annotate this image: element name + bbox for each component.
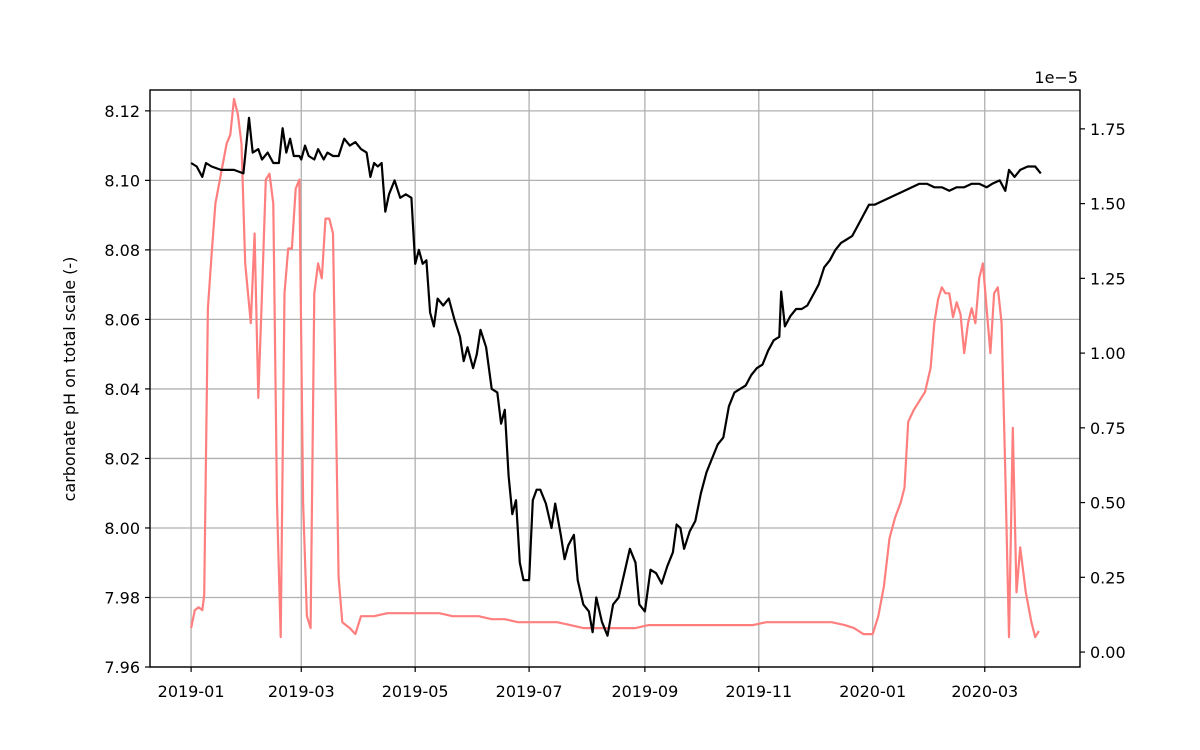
plot-frame	[149, 89, 1081, 668]
x-tick-label: 2020-01	[839, 682, 906, 701]
y-tick-label: 8.12	[104, 102, 140, 121]
x-tick-label: 2019-09	[611, 682, 678, 701]
y-tick-label: 8.00	[104, 519, 140, 538]
y-tick-label: 8.08	[104, 241, 140, 260]
y-tick-label: 7.98	[104, 588, 140, 607]
x-tick-label: 2019-07	[496, 682, 563, 701]
y2-tick-label: 0.50	[1090, 494, 1126, 513]
y2-tick-label: 1.50	[1090, 195, 1126, 214]
y2-offset-label: 1e−5	[1034, 68, 1078, 87]
y-axis-left: 7.96 7.98 8.00 8.02 8.04 8.06 8.08 8.10 8.12	[104, 102, 150, 677]
x-tick-label: 2019-11	[725, 682, 792, 701]
x-tick-label: 2019-03	[268, 682, 335, 701]
series-layer	[190, 97, 1042, 639]
y-tick-label: 8.10	[104, 171, 140, 190]
x-tick-label: 2019-05	[382, 682, 449, 701]
y-axis-title: carbonate pH on total scale (-)	[60, 257, 79, 502]
y2-tick-label: 0.25	[1090, 568, 1126, 587]
y2-tick-label: 1.00	[1090, 344, 1126, 363]
y-tick-label: 7.96	[104, 658, 140, 677]
y2-tick-label: 1.75	[1090, 120, 1126, 139]
y-tick-label: 8.04	[104, 380, 140, 399]
grid-layer	[150, 90, 1080, 668]
x-tick-label: 2019-01	[158, 682, 225, 701]
y-tick-label: 8.02	[104, 449, 140, 468]
y2-tick-label: 0.00	[1090, 643, 1126, 662]
x-axis: 2019-01 2019-03 2019-05 2019-07 2019-09 2019-…	[158, 667, 1018, 701]
y2-tick-label: 0.75	[1090, 419, 1126, 438]
x-tick-label: 2020-03	[951, 682, 1018, 701]
secondary-series-line	[190, 97, 1040, 639]
y-axis-right: 0.00 0.25 0.50 0.75 1.00 1.25 1.50 1.75	[1080, 120, 1126, 662]
y2-tick-label: 1.25	[1090, 269, 1126, 288]
ph-series-line	[190, 116, 1042, 637]
y-tick-label: 8.06	[104, 310, 140, 329]
